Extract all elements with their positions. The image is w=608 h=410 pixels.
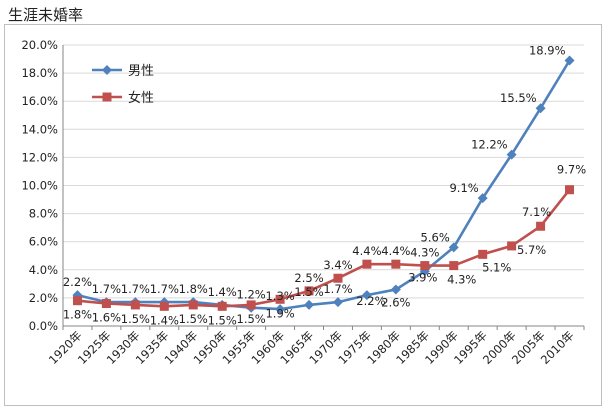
data-label: 5.6%: [421, 230, 450, 244]
data-point: [536, 221, 546, 231]
legend-marker: [102, 92, 112, 102]
y-tick-label: 16.0%: [21, 94, 58, 108]
data-label: 4.3%: [410, 246, 439, 260]
data-label: 12.2%: [471, 138, 508, 152]
data-point: [477, 193, 488, 204]
data-point: [275, 304, 286, 315]
data-point: [565, 185, 575, 195]
data-point: [101, 299, 111, 309]
data-point: [188, 300, 198, 310]
chart-title: 生涯未婚率: [8, 6, 84, 24]
data-point: [332, 297, 343, 308]
data-point: [564, 55, 575, 66]
data-point: [333, 273, 343, 283]
y-tick-label: 4.0%: [29, 263, 58, 277]
data-label: 4.3%: [447, 273, 476, 287]
data-label: 1.8%: [63, 308, 92, 322]
data-point: [478, 249, 488, 259]
data-label: 15.5%: [500, 91, 537, 105]
data-point: [246, 300, 256, 310]
data-label: 2.2%: [63, 275, 92, 289]
data-label: 9.7%: [557, 163, 586, 177]
y-tick-label: 2.0%: [29, 291, 58, 305]
y-tick-label: 8.0%: [29, 207, 58, 221]
data-point: [448, 242, 459, 253]
data-point: [304, 286, 314, 296]
data-point: [535, 103, 546, 114]
data-label: 1.3%: [265, 289, 294, 303]
data-label: 1.7%: [323, 282, 352, 296]
data-label: 1.5%: [237, 312, 266, 326]
data-point: [362, 259, 372, 269]
data-label: 3.4%: [323, 258, 352, 272]
data-point: [217, 301, 227, 311]
data-label: 1.7%: [121, 282, 150, 296]
data-label: 2.5%: [294, 271, 323, 285]
data-point: [506, 149, 517, 160]
data-label: 1.6%: [92, 311, 121, 325]
legend-label: 女性: [128, 90, 154, 106]
data-label: 4.4%: [381, 244, 410, 258]
data-label: 1.5%: [179, 312, 208, 326]
data-label: 1.4%: [208, 285, 237, 299]
data-label: 4.4%: [352, 244, 381, 258]
data-label: 9.1%: [449, 181, 478, 195]
data-label: 2.2%: [356, 294, 385, 308]
data-point: [72, 296, 82, 306]
data-label: 1.2%: [237, 288, 266, 302]
y-tick-label: 20.0%: [21, 38, 58, 52]
data-point: [390, 284, 401, 295]
data-label: 1.5%: [121, 312, 150, 326]
legend-marker: [102, 65, 112, 75]
data-point: [449, 261, 459, 271]
data-label: 5.7%: [517, 243, 546, 257]
data-point: [391, 259, 401, 269]
y-tick-label: 6.0%: [29, 235, 58, 249]
y-tick-label: 14.0%: [21, 122, 58, 136]
data-point: [361, 290, 372, 301]
data-label: 1.8%: [179, 282, 208, 296]
data-point: [275, 294, 285, 304]
data-point: [304, 299, 315, 310]
series-line-female: [77, 188, 571, 308]
data-label: 2.6%: [381, 295, 410, 309]
data-label: 1.7%: [150, 282, 179, 296]
data-label: 1.5%: [208, 313, 237, 327]
data-label: 3.9%: [408, 271, 437, 285]
data-label: 1.9%: [265, 306, 294, 320]
x-tick-label: 2010年: [538, 328, 577, 367]
data-label: 18.9%: [529, 43, 566, 57]
data-point: [507, 241, 517, 251]
y-tick-label: 10.0%: [21, 179, 58, 193]
chart-frame: [4, 24, 602, 406]
data-label: 1.4%: [150, 313, 179, 327]
data-label: 1.7%: [92, 282, 121, 296]
y-tick-label: 12.0%: [21, 150, 58, 164]
data-point: [130, 300, 140, 310]
legend-label: 男性: [128, 64, 154, 79]
y-tick-label: 0.0%: [29, 319, 58, 333]
data-label: 7.1%: [522, 205, 551, 219]
data-point: [420, 261, 430, 271]
data-label: 5.1%: [482, 260, 511, 274]
data-label: 1.5%: [294, 285, 323, 299]
y-tick-label: 18.0%: [21, 66, 58, 80]
data-point: [159, 301, 169, 311]
